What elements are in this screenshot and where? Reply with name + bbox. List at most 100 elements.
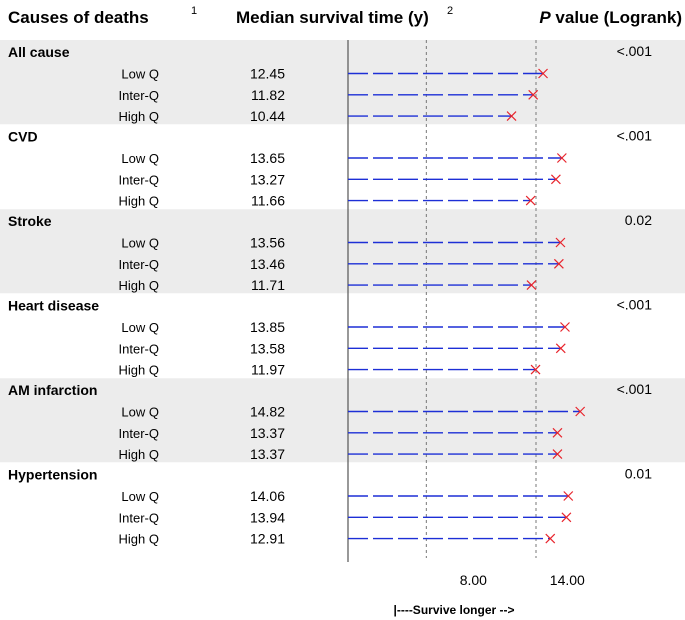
survival-marker bbox=[552, 427, 563, 438]
median-value: 13.27 bbox=[250, 171, 285, 187]
rows-layer: All cause <.001 Low Q 12.45 Inter-Q 11.82 High… bbox=[8, 43, 652, 547]
reference-lines-layer bbox=[425, 40, 537, 558]
level-label: Low Q bbox=[121, 151, 159, 166]
median-value: 14.06 bbox=[250, 488, 285, 504]
level-label: Low Q bbox=[121, 67, 159, 82]
group-shade-2 bbox=[0, 209, 685, 294]
survival-marker bbox=[530, 364, 541, 375]
marker-stroke bbox=[525, 195, 536, 206]
p-value: 0.01 bbox=[625, 466, 652, 482]
median-value: 14.82 bbox=[250, 404, 285, 420]
marker-stroke bbox=[575, 406, 586, 417]
x-axis-label: |----Survive longer --> bbox=[393, 603, 514, 617]
survival-marker bbox=[506, 111, 517, 122]
group-label: All cause bbox=[8, 44, 70, 60]
survival-marker bbox=[528, 89, 539, 100]
header-median-survival: Median survival time (y) bbox=[236, 8, 429, 27]
group-shade-4 bbox=[0, 378, 685, 463]
level-label: High Q bbox=[119, 194, 159, 209]
level-label: Low Q bbox=[121, 320, 159, 335]
marker-stroke bbox=[560, 322, 570, 332]
survival-marker bbox=[545, 533, 556, 544]
survival-marker bbox=[556, 153, 567, 163]
median-value: 10.44 bbox=[250, 108, 285, 124]
median-value: 13.46 bbox=[250, 256, 285, 272]
group-label: AM infarction bbox=[8, 382, 97, 398]
survival-marker bbox=[560, 322, 570, 332]
level-label: Inter-Q bbox=[119, 510, 159, 525]
p-value: <.001 bbox=[617, 43, 653, 59]
header-median-footnote: 2 bbox=[447, 5, 453, 17]
survival-marker bbox=[538, 68, 548, 79]
median-value: 13.37 bbox=[250, 425, 285, 441]
level-label: Low Q bbox=[121, 236, 159, 251]
median-value: 11.82 bbox=[251, 87, 285, 103]
survival-marker bbox=[525, 195, 536, 206]
marker-stroke bbox=[561, 512, 572, 523]
group-label: Hypertension bbox=[8, 467, 97, 483]
level-label: Inter-Q bbox=[119, 88, 159, 103]
header-causes: Causes of deaths bbox=[8, 8, 149, 27]
level-label: High Q bbox=[119, 278, 159, 293]
p-value: 0.02 bbox=[625, 212, 652, 228]
survival-marker bbox=[550, 174, 561, 185]
median-value: 13.56 bbox=[250, 235, 285, 251]
marker-stroke bbox=[545, 533, 556, 544]
marker-stroke bbox=[556, 153, 567, 163]
header-causes-footnote: 1 bbox=[191, 5, 197, 17]
median-value: 12.91 bbox=[250, 531, 285, 547]
survival-marker bbox=[526, 280, 537, 291]
header-p-italic: P bbox=[539, 8, 551, 27]
median-value: 13.94 bbox=[250, 509, 285, 525]
group-label: CVD bbox=[8, 129, 38, 145]
marker-stroke bbox=[552, 449, 563, 460]
level-label: Inter-Q bbox=[119, 341, 159, 356]
marker-stroke bbox=[526, 280, 537, 291]
marker-stroke bbox=[550, 174, 561, 185]
level-label: Inter-Q bbox=[119, 172, 159, 187]
x-axis-layer: 8.00 14.00 bbox=[460, 572, 585, 588]
survival-marker bbox=[555, 343, 566, 354]
median-value: 13.37 bbox=[250, 446, 285, 462]
median-value: 13.65 bbox=[250, 150, 285, 166]
x-tick-label: 8.00 bbox=[460, 572, 487, 588]
group-shade-0 bbox=[0, 40, 685, 125]
header-p-value: P value (Logrank) bbox=[539, 8, 682, 27]
level-label: High Q bbox=[119, 109, 159, 124]
marker-stroke bbox=[563, 491, 574, 501]
median-value: 11.66 bbox=[251, 193, 285, 209]
median-value: 13.58 bbox=[250, 340, 285, 356]
marker-stroke bbox=[555, 343, 566, 354]
median-value: 11.71 bbox=[251, 277, 285, 293]
marker-stroke bbox=[552, 427, 563, 438]
level-label: High Q bbox=[119, 363, 159, 378]
median-value: 12.45 bbox=[250, 66, 285, 82]
level-label: High Q bbox=[119, 532, 159, 547]
level-label: High Q bbox=[119, 447, 159, 462]
survival-marker bbox=[552, 449, 563, 460]
header-p-rest: value (Logrank) bbox=[551, 8, 682, 27]
marker-stroke bbox=[538, 68, 548, 79]
survival-marker bbox=[553, 258, 564, 269]
median-value: 11.97 bbox=[251, 362, 285, 378]
row-shading-layer bbox=[0, 40, 685, 548]
marker-stroke bbox=[553, 258, 564, 269]
level-label: Inter-Q bbox=[119, 257, 159, 272]
p-value: <.001 bbox=[617, 128, 653, 144]
x-tick-label: 14.00 bbox=[550, 572, 585, 588]
marker-stroke bbox=[530, 364, 541, 375]
marker-stroke bbox=[528, 89, 539, 100]
marker-stroke bbox=[555, 237, 566, 248]
level-label: Low Q bbox=[121, 405, 159, 420]
survival-marker bbox=[561, 512, 572, 523]
survival-marker bbox=[555, 237, 566, 248]
marker-stroke bbox=[506, 111, 517, 122]
p-value: <.001 bbox=[617, 381, 653, 397]
group-label: Stroke bbox=[8, 213, 52, 229]
survival-marker bbox=[575, 406, 586, 417]
level-label: Low Q bbox=[121, 489, 159, 504]
p-value: <.001 bbox=[617, 297, 653, 313]
survival-marker bbox=[563, 491, 574, 501]
group-label: Heart disease bbox=[8, 298, 99, 314]
